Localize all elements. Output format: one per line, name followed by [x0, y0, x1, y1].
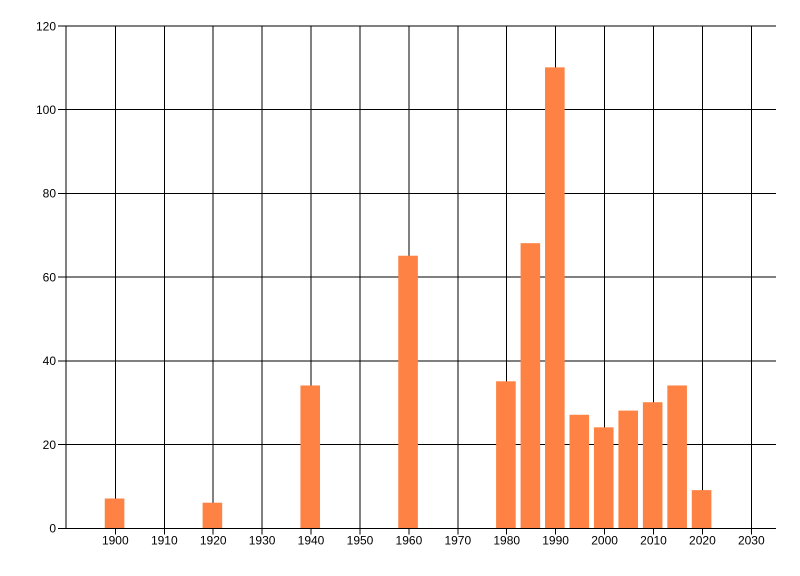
svg-text:40: 40 — [43, 354, 57, 368]
svg-text:100: 100 — [36, 103, 56, 117]
svg-text:2010: 2010 — [640, 533, 667, 547]
svg-text:1930: 1930 — [249, 533, 276, 547]
svg-text:2020: 2020 — [689, 533, 716, 547]
svg-text:2030: 2030 — [738, 533, 765, 547]
svg-text:1900: 1900 — [102, 533, 129, 547]
svg-text:1970: 1970 — [444, 533, 471, 547]
svg-text:2000: 2000 — [591, 533, 618, 547]
svg-text:80: 80 — [43, 187, 57, 201]
svg-text:1940: 1940 — [298, 533, 325, 547]
svg-text:120: 120 — [36, 19, 56, 33]
svg-text:20: 20 — [43, 438, 57, 452]
svg-text:1950: 1950 — [347, 533, 374, 547]
svg-text:1910: 1910 — [151, 533, 178, 547]
svg-text:60: 60 — [43, 271, 57, 285]
svg-text:1980: 1980 — [493, 533, 520, 547]
svg-text:1920: 1920 — [200, 533, 227, 547]
svg-text:1960: 1960 — [396, 533, 423, 547]
svg-text:1990: 1990 — [542, 533, 569, 547]
svg-text:0: 0 — [49, 522, 56, 536]
